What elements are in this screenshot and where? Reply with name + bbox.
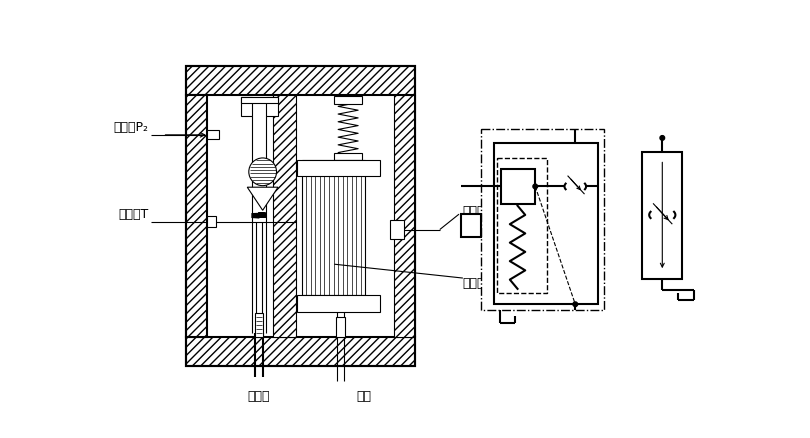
Circle shape: [249, 159, 276, 186]
Bar: [207, 217, 216, 228]
Bar: [394, 95, 415, 337]
Bar: [642, 152, 682, 279]
Text: 进油口P₁: 进油口P₁: [463, 205, 498, 217]
Bar: [494, 143, 599, 304]
Bar: [266, 98, 278, 117]
Bar: [207, 131, 219, 140]
Bar: [501, 170, 535, 205]
Bar: [185, 67, 415, 95]
Bar: [207, 95, 273, 337]
Bar: [241, 98, 252, 117]
Text: 出油口P₂: 出油口P₂: [113, 121, 149, 134]
Bar: [336, 318, 345, 337]
Bar: [335, 97, 362, 105]
Bar: [241, 98, 278, 104]
Polygon shape: [247, 188, 278, 211]
Bar: [302, 161, 365, 295]
Bar: [185, 95, 207, 337]
Bar: [335, 153, 362, 161]
Text: 节流阀: 节流阀: [463, 276, 485, 289]
Bar: [297, 161, 380, 176]
Text: 阀芯: 阀芯: [356, 389, 371, 402]
Bar: [497, 159, 547, 293]
Circle shape: [660, 136, 664, 141]
Text: 安全阀: 安全阀: [248, 389, 270, 402]
Bar: [255, 314, 262, 337]
Circle shape: [533, 185, 538, 189]
Bar: [480, 129, 603, 310]
Bar: [273, 95, 296, 337]
Bar: [390, 221, 403, 239]
Bar: [462, 215, 480, 238]
Bar: [297, 295, 380, 312]
Text: 溢油口T: 溢油口T: [118, 208, 149, 221]
Circle shape: [573, 302, 578, 307]
Bar: [185, 337, 415, 366]
Bar: [296, 95, 394, 337]
Bar: [185, 67, 415, 366]
